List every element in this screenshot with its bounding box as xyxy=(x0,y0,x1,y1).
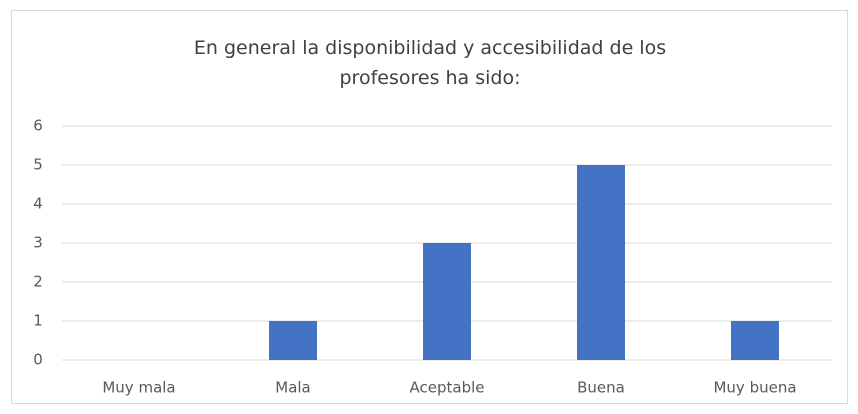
y-tick-label: 2 xyxy=(33,273,43,291)
y-tick-label: 6 xyxy=(33,117,43,135)
x-tick-label: Aceptable xyxy=(410,379,485,397)
x-tick-label: Muy mala xyxy=(102,379,175,397)
x-tick-label: Muy buena xyxy=(713,379,796,397)
y-tick-label: 3 xyxy=(33,234,43,252)
bar xyxy=(269,321,317,360)
y-tick-label: 4 xyxy=(33,195,43,213)
x-tick-label: Mala xyxy=(275,379,311,397)
chart-title: En general la disponibilidad y accesibil… xyxy=(193,37,667,89)
y-tick-label: 1 xyxy=(33,312,43,330)
y-tick-label: 5 xyxy=(33,156,43,174)
bar xyxy=(577,165,625,360)
y-tick-label: 0 xyxy=(33,351,43,369)
bar xyxy=(731,321,779,360)
bar xyxy=(423,243,471,360)
x-tick-label: Buena xyxy=(577,379,625,397)
